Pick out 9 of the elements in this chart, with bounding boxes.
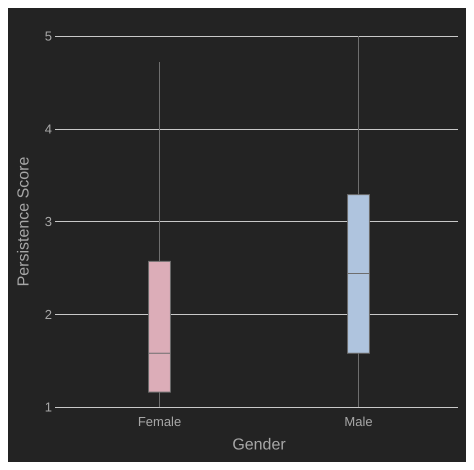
y-tick-label: 5 xyxy=(44,28,52,44)
y-tick-label: 1 xyxy=(44,400,52,414)
y-axis-title: Persistence Score xyxy=(16,156,32,286)
x-tick-label: Female xyxy=(138,414,182,429)
y-tick-label: 3 xyxy=(44,214,52,229)
y-tick-label: 2 xyxy=(44,306,52,322)
x-tick-label: Male xyxy=(344,414,373,429)
y-tick-label: 4 xyxy=(44,121,52,136)
x-axis-title: Gender xyxy=(232,436,286,454)
